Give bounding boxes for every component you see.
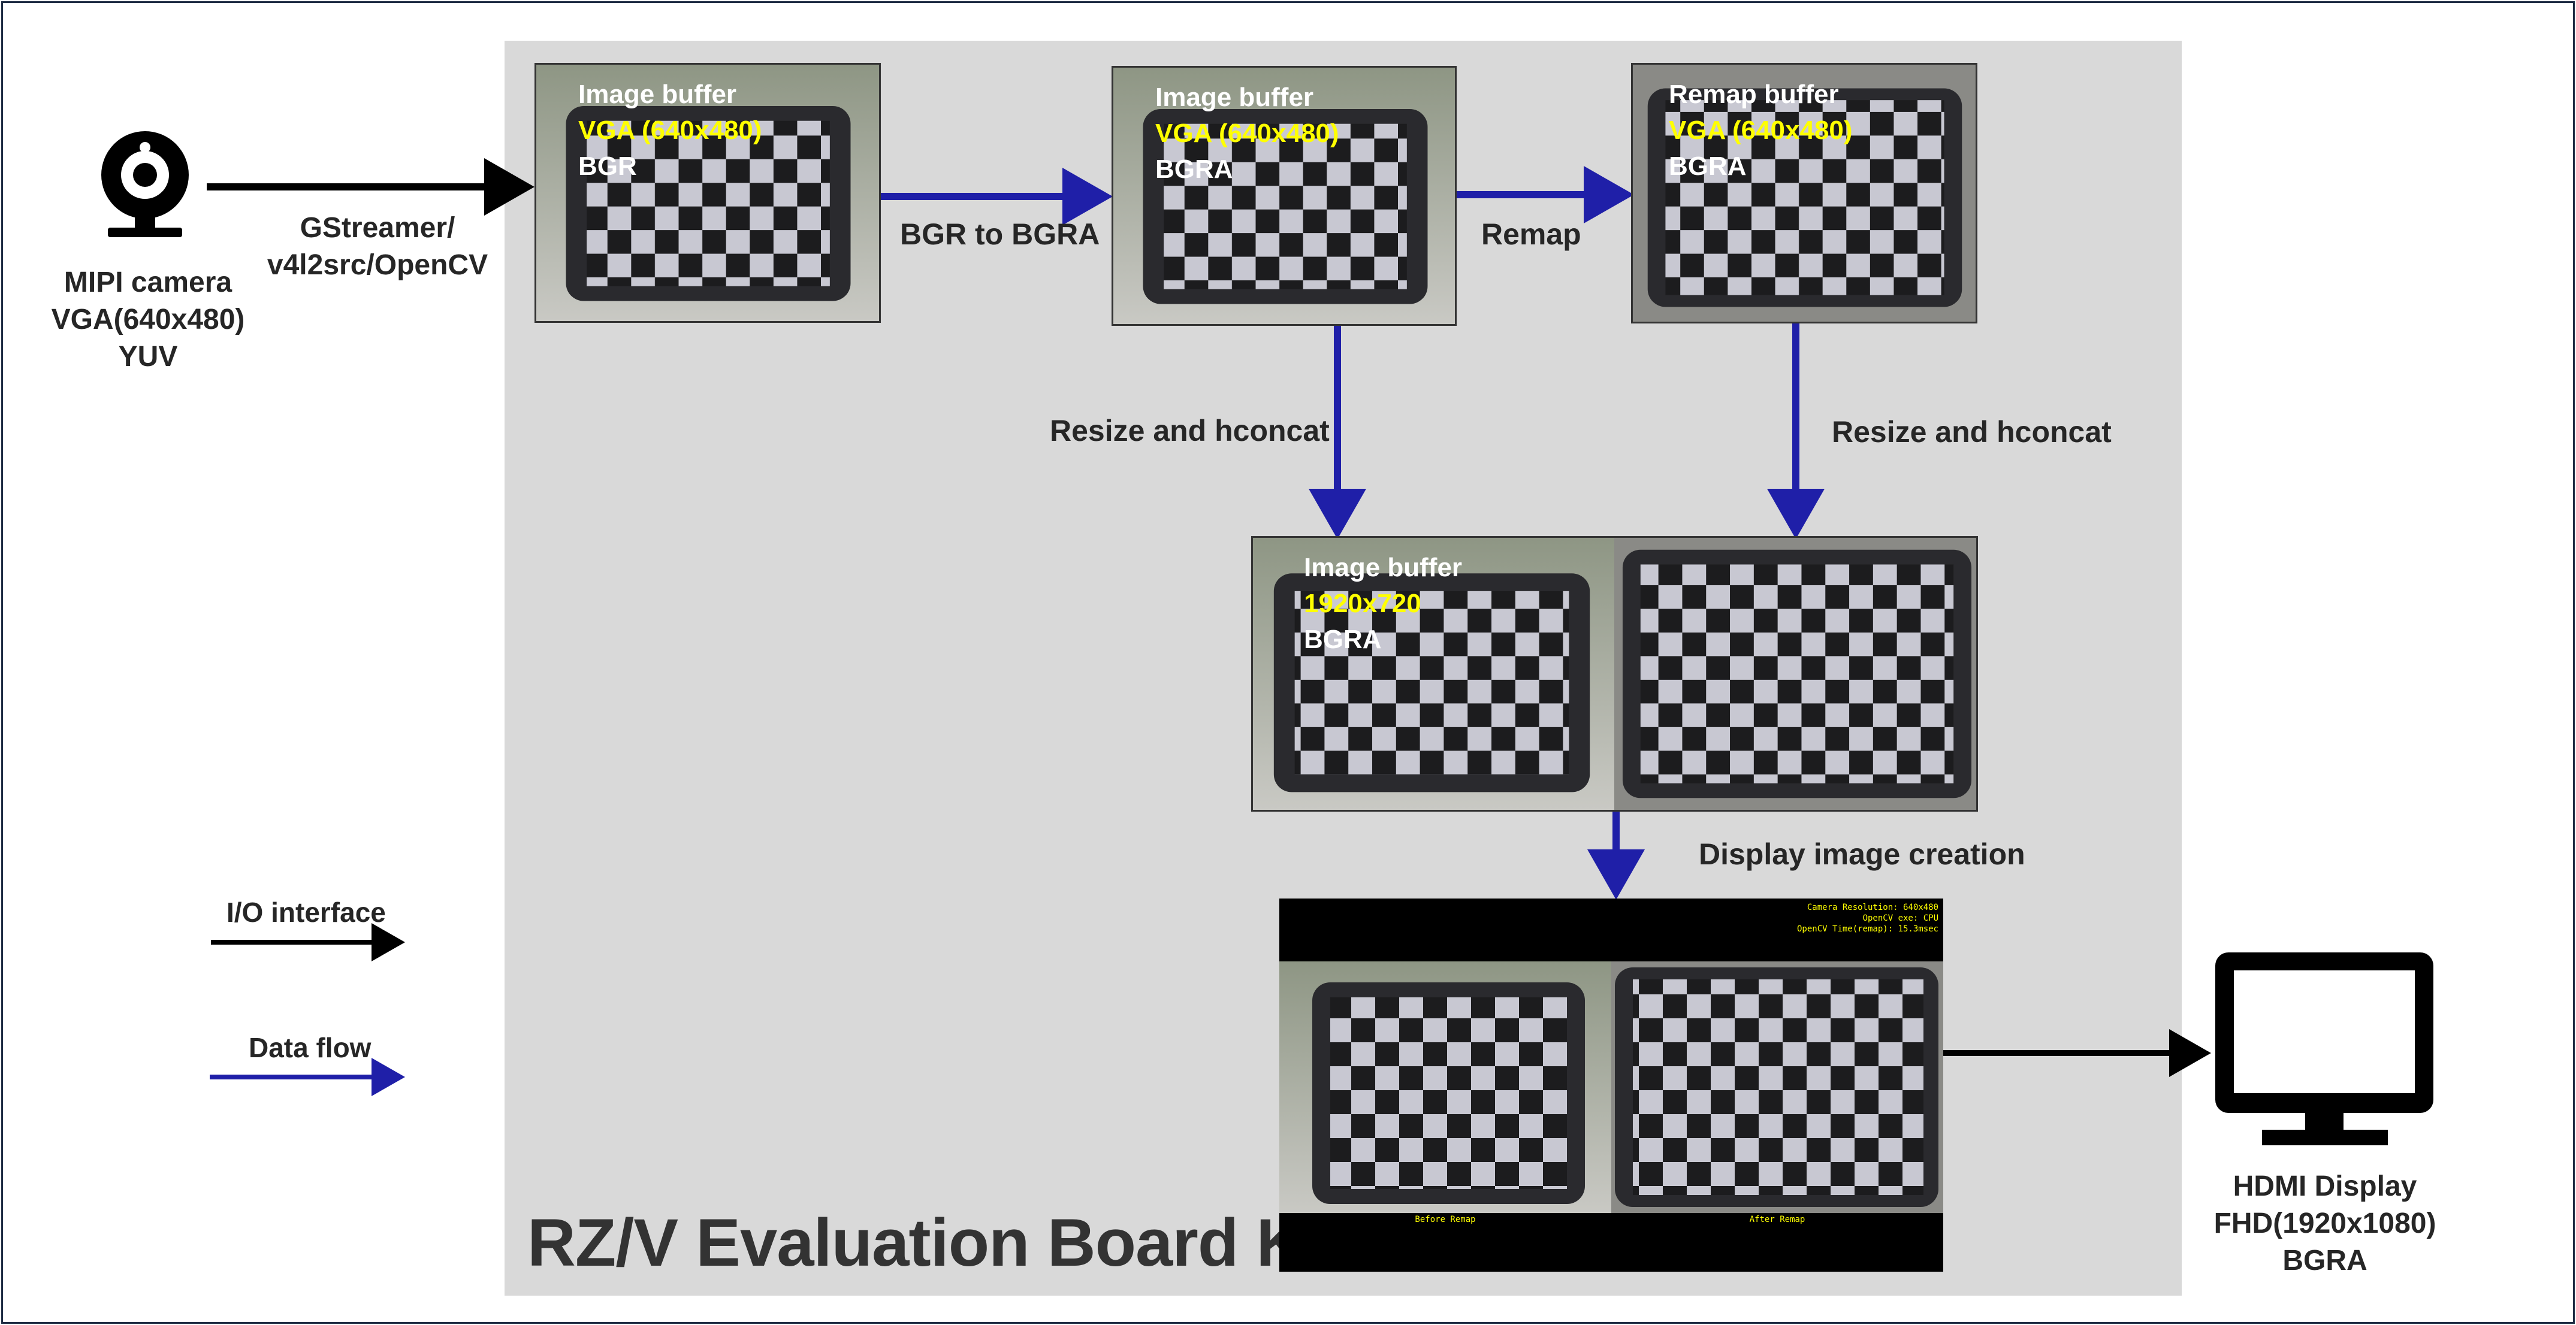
display-preview-image bbox=[1279, 899, 1943, 1272]
caption-after-remap: After Remap bbox=[1749, 1215, 1805, 1224]
step-bgr-to-bgra: BGR to BGRA bbox=[900, 217, 1100, 251]
legend-io-label: I/O interface bbox=[227, 897, 386, 928]
monitor-icon bbox=[2215, 952, 2433, 1145]
step-resize-right: Resize and hconcat bbox=[1832, 415, 2112, 449]
display-preview: Camera Resolution: 640x480 OpenCV exe: C… bbox=[1279, 899, 1943, 1272]
concat-image bbox=[1253, 538, 1976, 810]
buffer-caption: Image buffer VGA (640x480) BGRA bbox=[1155, 83, 1339, 184]
camera-label: MIPI camera VGA(640x480) YUV bbox=[51, 267, 245, 373]
concat-image-buffer: Image buffer 1920x720 BGRA bbox=[1251, 536, 1978, 812]
buffer-caption: Remap buffer VGA (640x480) BGRA bbox=[1669, 80, 1853, 181]
board-title: RZ/V Evaluation Board Kit bbox=[527, 1205, 1345, 1280]
display-info: Camera Resolution: 640x480 OpenCV exe: C… bbox=[1796, 903, 1938, 934]
buffer-caption: Image buffer 1920x720 BGRA bbox=[1304, 553, 1463, 654]
hdmi-label: HDMI Display FHD(1920x1080) BGRA bbox=[2213, 1170, 2436, 1276]
remap-buffer: Remap buffer VGA (640x480) BGRA bbox=[1631, 63, 1977, 323]
image-buffer-bgra: Image buffer VGA (640x480) BGRA bbox=[1112, 66, 1457, 326]
buffer-caption: Image buffer VGA (640x480) BGR bbox=[578, 80, 762, 181]
step-remap: Remap bbox=[1481, 217, 1581, 251]
checkerboard-image bbox=[1633, 65, 1976, 322]
step-display-creation: Display image creation bbox=[1699, 837, 2025, 871]
checkerboard-image bbox=[1113, 68, 1455, 324]
io-label: GStreamer/ v4l2src/OpenCV bbox=[267, 212, 488, 281]
checkerboard-image bbox=[536, 65, 879, 321]
caption-before-remap: Before Remap bbox=[1415, 1215, 1476, 1224]
step-resize-left: Resize and hconcat bbox=[1050, 414, 1330, 447]
image-buffer-bgr: Image buffer VGA (640x480) BGR bbox=[534, 63, 881, 323]
legend-data-label: Data flow bbox=[249, 1032, 372, 1063]
webcam-icon bbox=[101, 131, 189, 237]
